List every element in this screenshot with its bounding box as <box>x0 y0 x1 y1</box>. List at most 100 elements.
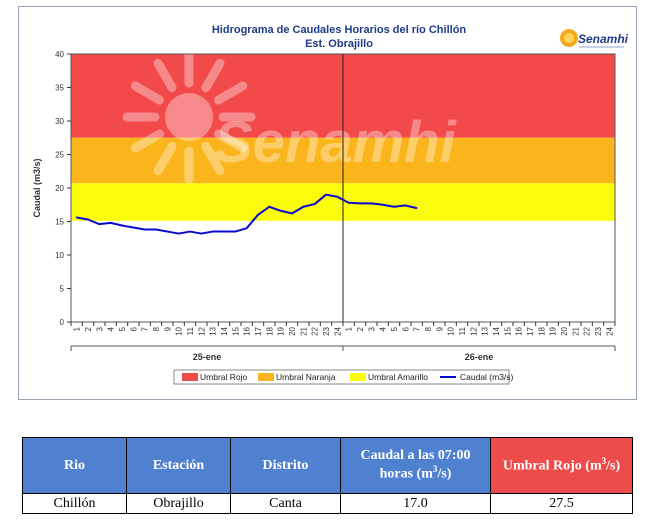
cell-umbral-rojo: 27.5 <box>490 493 633 514</box>
x-tick-label: 11 <box>458 326 467 335</box>
data-point <box>291 212 293 215</box>
x-tick-label: 20 <box>560 326 569 335</box>
logo-text: Senamhi <box>578 32 629 46</box>
data-point <box>234 230 237 233</box>
data-point <box>381 203 384 206</box>
cell-distrito: Canta <box>230 493 341 514</box>
header-estacion: Estación <box>126 437 231 494</box>
x-tick-label: 20 <box>288 326 297 335</box>
y-tick-label: 10 <box>55 251 64 260</box>
watermark-ray <box>153 58 177 93</box>
x-tick-label: 24 <box>333 326 342 335</box>
data-point <box>223 230 225 233</box>
watermark-sun-icon <box>165 93 213 141</box>
logo-sun-core <box>564 33 574 43</box>
watermark-ray <box>130 129 165 153</box>
x-tick-label: 18 <box>537 326 546 335</box>
data-point <box>268 205 271 208</box>
watermark-ray <box>201 141 225 176</box>
x-tick-label: 5 <box>390 326 399 331</box>
legend-label: Umbral Rojo <box>200 372 248 382</box>
x-tick-label: 4 <box>379 326 388 331</box>
x-tick-label: 12 <box>469 326 478 335</box>
data-point <box>336 195 339 198</box>
x-tick-label: 15 <box>231 326 240 335</box>
watermark-logo <box>122 50 256 184</box>
day-label: 25-ene <box>193 352 222 362</box>
data-point <box>143 228 146 231</box>
chart-subtitle: Est. Obrajillo <box>305 38 373 50</box>
x-tick-label: 11 <box>186 326 195 335</box>
header-rio: Rio <box>22 437 127 494</box>
data-point <box>393 205 395 208</box>
legend-swatch <box>350 373 366 381</box>
x-tick-label: 15 <box>503 326 512 335</box>
x-tick-label: 21 <box>299 326 308 335</box>
x-tick-label: 14 <box>220 326 229 335</box>
watermark-ray <box>201 58 225 93</box>
chart-svg: Hidrograma de Caudales Horarios del río … <box>32 24 629 385</box>
x-tick-label: 19 <box>549 326 558 335</box>
y-tick-label: 35 <box>55 84 64 93</box>
data-point <box>132 226 135 229</box>
table-row: Chillón Obrajillo Canta 17.0 27.5 <box>22 493 633 514</box>
data-point <box>109 222 112 224</box>
x-tick-label: 6 <box>401 326 410 331</box>
legend-label: Umbral Amarillo <box>368 372 428 382</box>
data-point <box>98 223 101 225</box>
chart-title: Hidrograma de Caudales Horarios del río … <box>212 24 467 36</box>
x-tick-label: 3 <box>367 326 376 331</box>
header-caudal: Caudal a las 07:00 horas (m3/s) <box>340 437 491 494</box>
data-point <box>257 214 259 216</box>
data-point <box>370 202 373 205</box>
x-tick-label: 8 <box>152 326 161 331</box>
x-tick-label: 23 <box>322 326 331 335</box>
cell-caudal: 17.0 <box>340 493 491 514</box>
x-tick-label: 3 <box>95 326 104 331</box>
data-point <box>121 224 123 227</box>
x-tick-label: 2 <box>84 326 93 331</box>
watermark-ray <box>213 81 248 105</box>
x-tick-label: 5 <box>118 326 127 331</box>
hydrograph-chart: Hidrograma de Caudales Horarios del río … <box>18 6 637 400</box>
cell-estacion: Obrajillo <box>126 493 231 514</box>
watermark-ray <box>153 141 177 176</box>
data-point <box>155 228 157 231</box>
x-tick-label: 19 <box>277 326 286 335</box>
x-tick-label: 6 <box>129 326 138 331</box>
data-point <box>313 203 316 205</box>
x-tick-label: 16 <box>243 326 252 335</box>
data-point <box>177 232 180 235</box>
data-point <box>166 230 169 233</box>
legend-swatch <box>258 373 274 381</box>
x-tick-label: 8 <box>424 326 433 331</box>
legend-label: Caudal (m3/s) <box>460 372 514 382</box>
y-tick-label: 20 <box>55 184 64 193</box>
data-point <box>359 202 361 205</box>
x-tick-label: 18 <box>265 326 274 335</box>
x-tick-label: 13 <box>481 326 490 335</box>
data-point <box>404 204 407 207</box>
x-tick-label: 13 <box>209 326 218 335</box>
x-tick-label: 7 <box>413 326 422 331</box>
x-tick-label: 1 <box>73 326 82 331</box>
y-tick-label: 0 <box>60 318 65 327</box>
data-point <box>415 207 418 209</box>
x-tick-label: 2 <box>356 326 365 331</box>
x-tick-label: 16 <box>515 326 524 335</box>
y-axis-label: Caudal (m3/s) <box>32 158 42 217</box>
data-point <box>87 218 89 221</box>
x-tick-label: 14 <box>492 326 501 335</box>
legend-box <box>173 369 510 385</box>
data-point <box>302 205 305 208</box>
data-point <box>200 232 203 235</box>
x-tick-label: 9 <box>435 326 444 331</box>
y-tick-label: 15 <box>55 218 64 227</box>
y-tick-label: 40 <box>55 50 64 59</box>
header-umbral-rojo: Umbral Rojo (m3/s) <box>490 437 633 494</box>
y-tick-label: 30 <box>55 117 64 126</box>
x-tick-label: 10 <box>175 326 184 335</box>
x-tick-label: 17 <box>254 326 263 335</box>
legend-label: Umbral Naranja <box>276 372 336 382</box>
